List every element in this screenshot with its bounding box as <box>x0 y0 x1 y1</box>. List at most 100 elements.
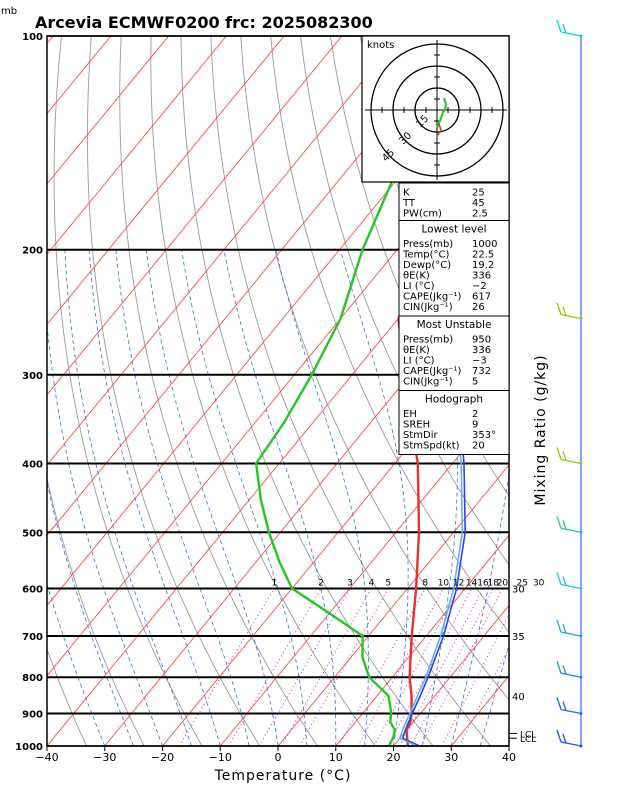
indices-box <box>398 182 510 221</box>
isotherm <box>47 36 227 255</box>
wind-barb-flag <box>562 733 567 744</box>
wind-barb-flag <box>562 576 567 586</box>
lowest-level-value: 617 <box>472 292 491 303</box>
wind-barb-flag <box>556 572 562 585</box>
mixing-ratio-line <box>410 588 494 746</box>
dry-adiabat <box>47 476 145 746</box>
wind-barb-flag <box>556 660 562 674</box>
mixing-ratio-label: 3 <box>347 578 353 588</box>
isotherm <box>47 36 400 466</box>
x-tick-label: −10 <box>209 751 232 764</box>
most-unstable-key: CIN(Jkg⁻¹) <box>403 377 453 388</box>
isotherm <box>277 464 509 746</box>
mixing-ratio-line <box>299 588 389 746</box>
most-unstable-value: 5 <box>472 377 478 388</box>
x-tick-label: 20 <box>387 751 401 764</box>
lowest-level-header: Lowest level <box>421 224 486 236</box>
wind-barb-shaft <box>560 31 582 37</box>
wind-barb-shaft <box>560 583 582 590</box>
mixing-ratio-label: 12 <box>453 578 464 588</box>
pressure-tick-label: 200 <box>22 246 43 257</box>
mixing-ratio-line <box>441 613 509 746</box>
wind-barb-flag <box>562 451 567 461</box>
mixing-ratio-line <box>178 588 275 746</box>
x-tick-label: 30 <box>444 751 458 764</box>
mixing-ratio-label: 14 <box>466 578 478 588</box>
wind-barb-flag <box>556 729 562 743</box>
wind-barb-dot <box>579 586 583 590</box>
moist-adiabat <box>508 744 509 746</box>
dry-adiabat <box>47 647 88 746</box>
hodograph-stats-value: 20 <box>472 441 485 452</box>
mixing-ratio-label: 10 <box>438 578 450 588</box>
lowest-level-key: CAPE(Jkg⁻¹) <box>403 292 461 303</box>
most-unstable-box <box>398 315 510 391</box>
moist-adiabat <box>420 249 458 746</box>
hodograph-stats-header: Hodograph <box>425 394 483 406</box>
moist-adiabat <box>223 249 337 746</box>
indices-value: 25 <box>472 188 485 199</box>
isotherm <box>47 36 458 536</box>
wind-barbs <box>556 19 583 748</box>
pressure-tick-label: 500 <box>22 528 43 539</box>
indices-key: TT <box>402 198 416 209</box>
x-axis-label: Temperature (°C) <box>214 768 352 784</box>
lcl-label: LCL <box>520 735 536 745</box>
wind-barb-shaft <box>560 708 582 715</box>
mixing-ratio-line <box>387 588 473 746</box>
wind-barb-shaft <box>560 741 582 747</box>
wind-barb-flag <box>556 619 562 633</box>
wind-barb-shaft <box>560 527 582 533</box>
moist-adiabat <box>275 249 369 746</box>
wind-barb <box>556 572 583 590</box>
lowest-level-key: Dewp(°C) <box>403 260 451 271</box>
wind-barb-dot <box>579 317 583 321</box>
pressure-unit-label: mb <box>1 6 17 17</box>
wind-barb-dot <box>579 634 583 638</box>
x-tick-label: −20 <box>151 751 174 764</box>
lowest-level-value: 19.2 <box>472 260 494 271</box>
background-lines <box>47 36 618 746</box>
pressure-tick-label: 600 <box>22 584 43 595</box>
dry-adiabat <box>150 36 376 746</box>
hodograph-trace <box>436 97 448 129</box>
moist-adiabat <box>115 249 250 746</box>
mixing-ratio-line <box>399 588 484 746</box>
wind-barb-dot <box>579 461 583 465</box>
hodograph-stats-box <box>398 390 510 455</box>
wind-barb-shaft <box>560 631 582 637</box>
lowest-level-value: 26 <box>472 302 485 313</box>
mixing-ratio-line <box>373 588 460 746</box>
moist-adiabat <box>339 249 409 746</box>
wind-barb <box>556 19 583 38</box>
profile-dewpoint <box>254 36 459 746</box>
most-unstable-key: LI (°C) <box>403 356 435 367</box>
lowest-level-key: LI (°C) <box>403 281 435 292</box>
wind-barb-flag <box>556 516 562 529</box>
dry-adiabat <box>180 36 434 746</box>
lowest-level-value: 336 <box>472 271 491 282</box>
isotherm <box>104 253 509 746</box>
dry-adiabat <box>119 36 318 746</box>
wind-barb-flag <box>556 19 562 33</box>
lowest-level-key: θE(K) <box>403 271 430 282</box>
dry-adiabat <box>300 36 509 566</box>
hodograph-stats-value: 9 <box>472 420 478 431</box>
wind-barb-flag <box>562 306 567 316</box>
hodograph-stats-value: 2 <box>472 409 478 420</box>
pressure-tick-label: 1000 <box>15 742 43 753</box>
hodograph-stats-key: SREH <box>403 420 430 431</box>
lowest-level-key: CIN(Jkg⁻¹) <box>403 302 453 313</box>
isotherm <box>47 36 169 185</box>
isotherm <box>335 534 509 746</box>
mixing-ratio-label: 25 <box>517 578 528 588</box>
dry-adiabat <box>510 36 618 746</box>
wind-barb-flag <box>556 302 562 315</box>
most-unstable-key: CAPE(Jkg⁻¹) <box>403 366 461 377</box>
wind-barb <box>556 729 583 748</box>
wind-barb-shaft <box>560 672 582 678</box>
hodograph-units: knots <box>367 40 394 51</box>
pressure-tick-label: 400 <box>22 459 43 470</box>
